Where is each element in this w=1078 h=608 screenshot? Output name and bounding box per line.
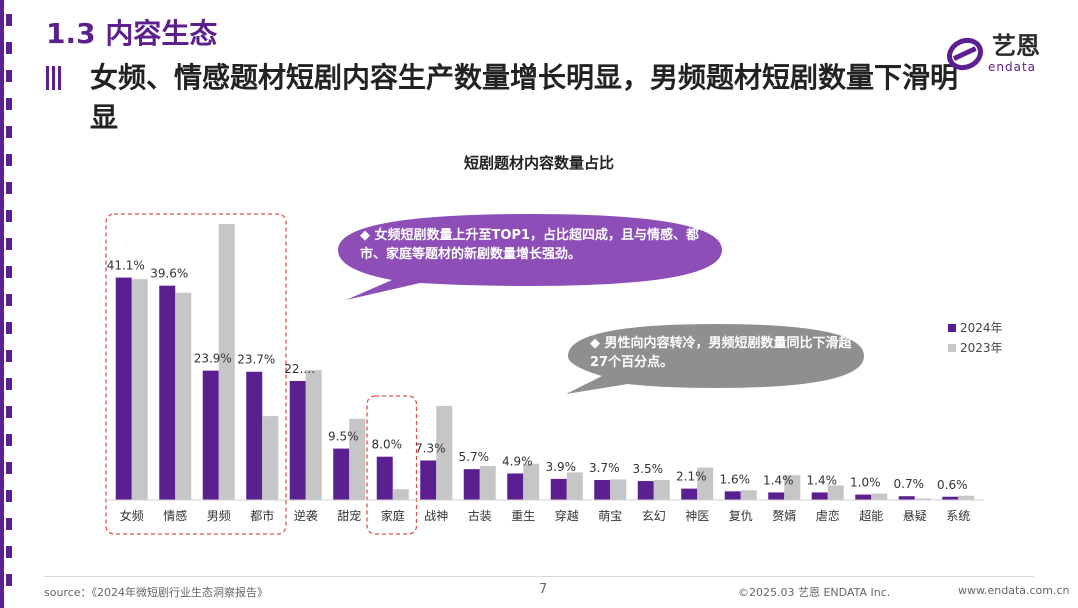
- callout-male: ◆ 男性向内容转冷，男频短剧数量同比下滑超27个百分点。: [566, 324, 864, 394]
- bar-2023-14: [741, 490, 757, 500]
- bar-2024-16: [812, 492, 828, 500]
- bar-2023-17: [871, 494, 887, 500]
- value-label: 4.9%: [502, 454, 533, 468]
- value-label: 41.1%: [107, 259, 145, 273]
- footer-divider: [44, 576, 1034, 577]
- bar-2023-6: [393, 489, 409, 500]
- x-tick-label: 情感: [163, 508, 187, 523]
- callout-female-text: 女频短剧数量上升至TOP1，占比超四成，且与情感、都市、家庭等题材的新剧数量增长…: [360, 228, 699, 262]
- value-label: 0.6%: [937, 478, 968, 492]
- x-tick-label: 家庭: [381, 508, 405, 523]
- x-tick-label: 神医: [685, 509, 709, 523]
- bar-2023-1: [175, 293, 191, 500]
- chart-legend: 2024年 2023年: [948, 321, 1003, 355]
- bullet-diamond-icon: ◆: [590, 336, 605, 351]
- bar-2024-17: [855, 495, 871, 500]
- bullet-diamond-icon: ◆: [360, 228, 375, 243]
- bar-2024-1: [159, 286, 175, 500]
- bar-2023-8: [480, 466, 496, 500]
- value-label: 39.6%: [150, 267, 188, 281]
- value-label: 3.9%: [546, 460, 577, 474]
- value-label: 3.7%: [589, 461, 620, 475]
- legend-swatch-2024: [948, 324, 956, 332]
- value-label: 1.0%: [850, 476, 881, 490]
- chart-x-labels: 女频 情感 男频 都市 逆袭 甜宠 家庭 战神 古装 重生 穿越 萌宝 玄幻 神医 复仇 赘婿 虐恋 超能 悬疑 系统: [120, 508, 971, 523]
- value-label: 1.4%: [807, 473, 838, 487]
- x-tick-label: 系统: [946, 509, 970, 523]
- bar-2024-5: [333, 449, 349, 500]
- page-number: 7: [539, 582, 547, 597]
- x-tick-label: 穿越: [555, 508, 579, 523]
- value-label: 8.0%: [372, 438, 403, 452]
- bar-2024-3: [246, 372, 262, 500]
- value-label: 23.7%: [237, 353, 275, 367]
- value-label: 9.5%: [328, 430, 359, 444]
- bar-2024-4: [290, 381, 306, 500]
- bar-2024-10: [551, 479, 567, 500]
- value-label: 22.…: [284, 362, 315, 376]
- value-label: 0.7%: [894, 477, 925, 491]
- bar-2023-11: [610, 479, 626, 500]
- x-tick-label: 战神: [424, 509, 448, 523]
- value-label: 1.6%: [720, 472, 751, 486]
- bar-2023-9: [523, 464, 539, 500]
- bar-2024-12: [638, 481, 654, 500]
- callout-male-text: 男性向内容转冷，男频短剧数量同比下滑超27个百分点。: [590, 336, 852, 370]
- x-tick-label: 甜宠: [337, 508, 361, 523]
- bar-2024-18: [899, 496, 915, 500]
- x-tick-label: 萌宝: [598, 509, 622, 523]
- bar-2024-15: [768, 492, 784, 500]
- x-tick-label: 超能: [859, 508, 883, 523]
- x-tick-label: 古装: [468, 508, 492, 523]
- callout-female: ◆ 女频短剧数量上升至TOP1，占比超四成，且与情感、都市、家庭等题材的新剧数量…: [338, 214, 722, 300]
- bar-2024-14: [725, 491, 741, 500]
- legend-swatch-2023: [948, 344, 956, 352]
- value-label: 23.9%: [194, 352, 232, 366]
- bar-2024-13: [681, 489, 697, 500]
- x-tick-label: 逆袭: [294, 508, 318, 523]
- x-tick-label: 复仇: [729, 509, 753, 523]
- x-tick-label: 男频: [207, 509, 231, 523]
- x-tick-label: 都市: [250, 508, 274, 523]
- x-tick-label: 悬疑: [903, 508, 927, 523]
- footer-website: www.endata.com.cn: [958, 584, 1070, 597]
- value-label: 3.5%: [633, 462, 664, 476]
- bar-2023-10: [567, 472, 583, 500]
- legend-label-2023: 2023年: [960, 341, 1003, 355]
- footer-source: source：《2024年微短剧行业生态洞察报告》: [44, 584, 268, 600]
- value-label: 1.4%: [763, 473, 794, 487]
- footer-copyright: ©2025.03 艺恩 ENDATA Inc.: [738, 584, 890, 600]
- bar-2024-9: [507, 473, 523, 500]
- bar-2024-8: [464, 469, 480, 500]
- value-label: 7.3%: [415, 441, 446, 455]
- x-tick-label: 女频: [120, 508, 144, 523]
- x-tick-label: 赘婿: [772, 508, 796, 523]
- legend-label-2024: 2024年: [960, 321, 1003, 335]
- value-label: 2.1%: [676, 470, 707, 484]
- bar-2024-11: [594, 480, 610, 500]
- value-label: 5.7%: [459, 450, 490, 464]
- x-tick-label: 重生: [511, 509, 535, 523]
- bar-2023-3: [262, 416, 278, 500]
- bar-2024-2: [203, 371, 219, 500]
- bar-2024-7: [420, 460, 436, 500]
- bar-2023-19: [958, 496, 974, 500]
- bar-2023-4: [306, 370, 322, 500]
- bar-2024-6: [377, 457, 393, 500]
- bar-2023-12: [654, 480, 670, 500]
- x-tick-label: 虐恋: [816, 508, 840, 523]
- x-tick-label: 玄幻: [642, 508, 666, 523]
- bar-2023-16: [828, 485, 844, 500]
- bar-2024-0: [116, 278, 132, 500]
- bar-2023-0: [132, 279, 148, 500]
